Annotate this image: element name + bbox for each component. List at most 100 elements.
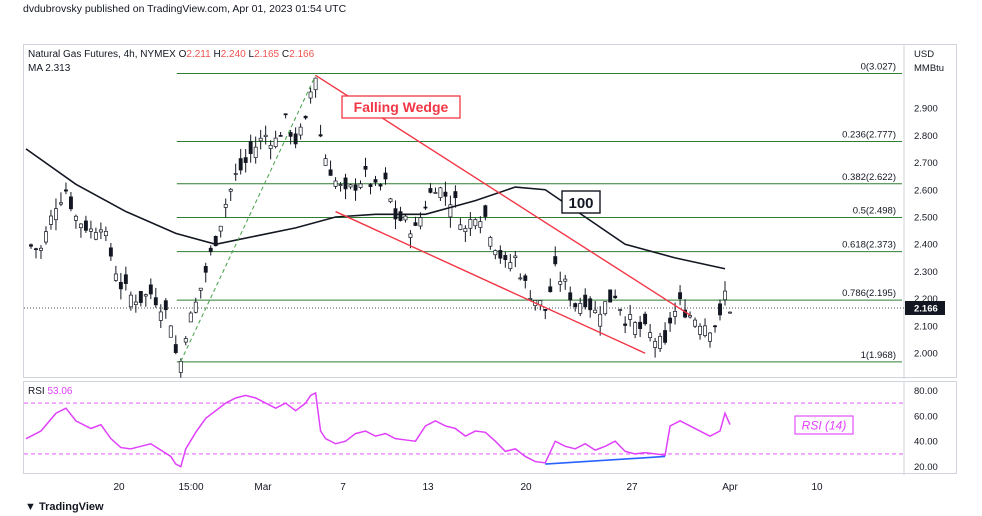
candle-body <box>113 273 118 281</box>
candle-body <box>323 158 328 166</box>
candle-body <box>293 133 298 145</box>
candle-body <box>638 321 643 329</box>
candle-body <box>488 237 493 247</box>
candle-body <box>108 247 113 257</box>
candle-body <box>548 286 553 293</box>
candle-body <box>648 332 653 339</box>
candle-body <box>98 229 103 233</box>
price-tick-label: 2.800 <box>914 131 938 142</box>
candle-body <box>508 262 513 269</box>
candle-body <box>523 275 528 281</box>
ma-100-line <box>25 148 726 270</box>
rsi-tick-label: 60.00 <box>914 411 938 422</box>
candle-body <box>93 232 98 240</box>
currency-label: USD <box>914 49 934 60</box>
price-tick-label: 2.600 <box>914 185 938 196</box>
candle-body <box>663 330 668 343</box>
candle-body <box>528 298 533 300</box>
candle-body <box>413 222 418 226</box>
candle-body <box>49 215 53 225</box>
candle-body <box>133 301 138 305</box>
candle-body <box>238 158 243 171</box>
candle-body <box>643 313 648 325</box>
rsi-tick-label: 40.00 <box>914 437 938 448</box>
candle-body <box>463 228 468 233</box>
candle-body <box>383 172 388 180</box>
time-tick-label: 27 <box>626 482 638 493</box>
candle-body <box>408 233 413 238</box>
candle-body <box>378 184 383 187</box>
candle-body <box>228 188 233 192</box>
candle-body <box>568 292 573 301</box>
candle-body <box>233 173 238 175</box>
candle-body <box>558 281 563 285</box>
candle-body <box>658 335 663 349</box>
candle-body <box>583 294 588 308</box>
candle-body <box>388 198 393 203</box>
candle-body <box>603 301 608 315</box>
low-label: L <box>248 49 255 60</box>
candle-body <box>338 184 343 186</box>
price-chart: USD MMBtu 2.000 2.100 2.200 2.300 2.400 2.500 2.… <box>24 45 945 379</box>
candle-body <box>453 191 458 199</box>
price-panel[interactable]: USD MMBtu 2.000 2.100 2.200 2.300 2.400 2.500 2.… <box>23 44 957 379</box>
candle-body <box>723 290 727 301</box>
rsi-tag-box <box>794 415 854 435</box>
ma-100-tag: 100 <box>568 195 593 212</box>
candle-body <box>103 231 108 236</box>
candle-body <box>428 188 433 193</box>
ma-legend: MA 2.313 <box>28 63 70 74</box>
candle-body <box>398 211 403 221</box>
candle-body <box>443 191 448 197</box>
time-tick-label: 15:00 <box>178 482 203 493</box>
candle-body <box>618 309 623 311</box>
candle-body <box>588 298 593 311</box>
candle-body <box>128 294 133 308</box>
rsi-panel[interactable]: 20.00 40.00 60.00 80.00 RSI (14) RSI 53.06 <box>23 381 957 475</box>
price-tick-label: 2.500 <box>914 213 938 224</box>
candle-body <box>138 290 143 303</box>
rsi-tag: RSI (14) <box>802 419 847 433</box>
candle-body <box>653 341 658 348</box>
candle-body <box>703 325 707 336</box>
candle-body <box>553 256 558 265</box>
candle-body <box>333 180 338 187</box>
time-tick-label: Mar <box>254 482 272 493</box>
candle-body <box>54 208 58 221</box>
time-tick-label: 13 <box>422 482 434 493</box>
candle-body <box>483 205 488 217</box>
candle-body <box>318 134 323 137</box>
candle-body <box>173 344 178 353</box>
tradingview-logo[interactable]: ▼ TradingView <box>25 501 104 513</box>
candle-body <box>448 204 453 218</box>
fib-level-label: 0.786(2.195) <box>842 288 896 299</box>
candle-body <box>34 248 38 250</box>
candle-body <box>163 300 168 311</box>
candle-body <box>498 250 503 259</box>
symbol-legend: Natural Gas Futures, 4h, NYMEX O2.211 H2… <box>28 49 314 60</box>
rsi-line <box>25 391 731 468</box>
candle-body <box>353 184 358 191</box>
fib-level-label: 1(1.968) <box>861 350 896 361</box>
fib-level-label: 0(3.027) <box>861 61 896 72</box>
candle-body <box>298 126 303 136</box>
candle-body <box>148 284 153 295</box>
candle-body <box>543 308 548 311</box>
candle-body <box>248 141 253 154</box>
candle-body <box>433 192 438 194</box>
rsi-label: RSI <box>28 386 45 397</box>
unit-label: MMBtu <box>914 63 944 74</box>
open-value: 2.211 <box>186 49 211 60</box>
candle-body <box>438 187 443 198</box>
candle-body <box>39 247 43 251</box>
close-label: C <box>281 49 290 60</box>
time-tick-label: 10 <box>811 482 823 493</box>
candle-body <box>218 225 223 232</box>
candle-body <box>423 206 428 209</box>
candle-body <box>403 215 408 221</box>
last-price-tag: 2.166 <box>914 303 938 314</box>
candle-body <box>578 303 583 314</box>
candle-body <box>613 295 618 299</box>
time-tick-label: 20 <box>113 482 125 493</box>
candle-body <box>493 250 498 256</box>
